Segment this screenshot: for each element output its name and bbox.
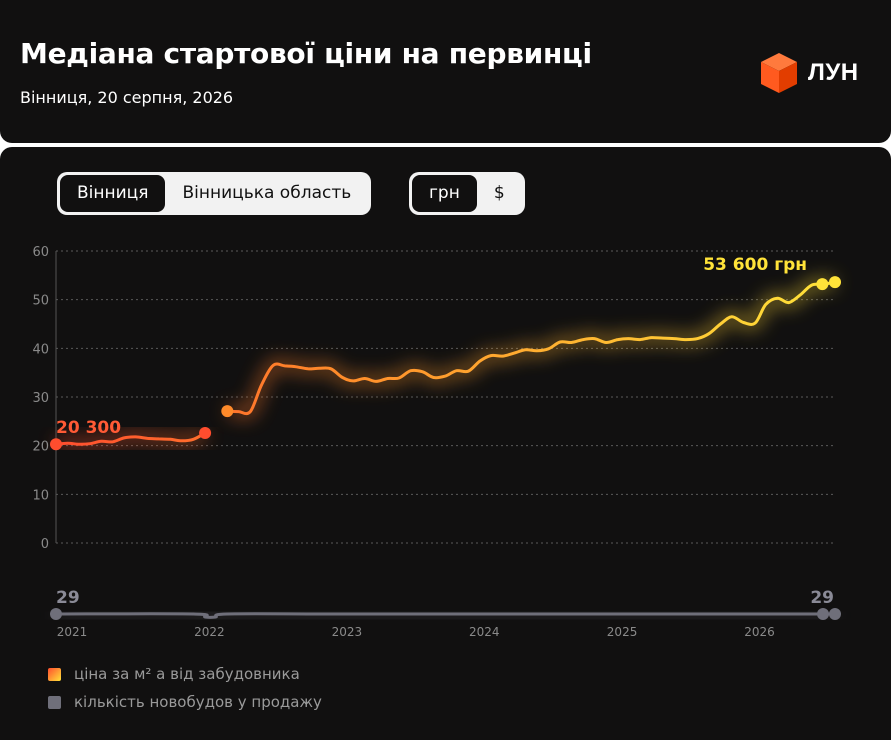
- price-point: [221, 405, 234, 418]
- price-chart: 0 10 20 30 40 50 60 2021 2022 2023 2024 2025 2026 20 …: [32, 245, 841, 639]
- x-tick-label: 2021: [57, 625, 88, 639]
- legend-item-price[interactable]: ціна за м² а від забудовника: [48, 664, 322, 684]
- count-point: [50, 608, 62, 620]
- count-start-label: 29: [56, 588, 80, 608]
- x-tick-label: 2025: [607, 625, 638, 639]
- currency-option-uah[interactable]: грн: [412, 175, 477, 212]
- x-tick-label: 2026: [744, 625, 775, 639]
- price-line-glow: [227, 277, 837, 419]
- x-tick-label: 2023: [332, 625, 363, 639]
- label-layer: 0 10 20 30 40 50 60 2021 2022 2023 2024 2025 2026 20 …: [32, 245, 834, 639]
- price-point: [829, 276, 841, 289]
- location-option-region[interactable]: Вінницька область: [182, 183, 352, 203]
- count-end-label: 29: [810, 588, 834, 608]
- count-line: [54, 612, 837, 619]
- legend-label-price: ціна за м² а від забудовника: [74, 665, 300, 683]
- series-layer: [50, 276, 841, 620]
- legend-label-count: кількість новобудов у продажу: [74, 693, 322, 711]
- cube-icon: [761, 53, 797, 93]
- y-tick-label: 60: [32, 245, 49, 260]
- location-toggle: Вінниця Вінницька область: [57, 172, 372, 215]
- price-line-segment: [225, 280, 837, 416]
- glow-layer: [55, 277, 837, 622]
- x-tick-label: 2024: [469, 625, 500, 639]
- y-tick-label: 30: [32, 391, 49, 406]
- y-tick-label: 50: [32, 294, 49, 309]
- page-title: Медіана стартової ціни на первинці: [20, 37, 592, 70]
- y-tick-label: 40: [32, 342, 49, 357]
- y-tick-label: 10: [32, 488, 49, 503]
- chart-card: Вінниця Вінницька область грн $ 0 10 20 30 4…: [0, 147, 891, 740]
- count-point: [829, 608, 841, 620]
- price-line-segment: [54, 431, 207, 446]
- price-point: [50, 438, 62, 451]
- y-tick-label: 0: [41, 537, 49, 552]
- x-tick-label: 2022: [194, 625, 225, 639]
- chart-legend: ціна за м² а від забудовника кількість н…: [48, 664, 322, 712]
- y-tick-label: 20: [32, 440, 49, 455]
- count-point: [817, 608, 829, 620]
- location-option-city[interactable]: Вінниця: [60, 175, 166, 212]
- lun-logo[interactable]: ЛУН: [758, 50, 876, 96]
- currency-toggle: грн $: [409, 172, 525, 215]
- currency-option-usd[interactable]: $: [493, 183, 505, 203]
- price-start-label: 20 300: [56, 418, 121, 438]
- header-card: Медіана стартової ціни на первинці Вінни…: [0, 0, 891, 143]
- page-subtitle: Вінниця, 20 серпня, 2026: [20, 88, 234, 107]
- grid-layer: [55, 250, 835, 544]
- legend-swatch-count: [48, 695, 61, 709]
- legend-item-count[interactable]: кількість новобудов у продажу: [48, 692, 322, 712]
- price-point: [199, 427, 212, 440]
- logo-text: ЛУН: [808, 59, 859, 86]
- price-point: [816, 278, 829, 291]
- legend-swatch-price: [48, 667, 61, 681]
- price-end-label: 53 600 грн: [703, 255, 807, 275]
